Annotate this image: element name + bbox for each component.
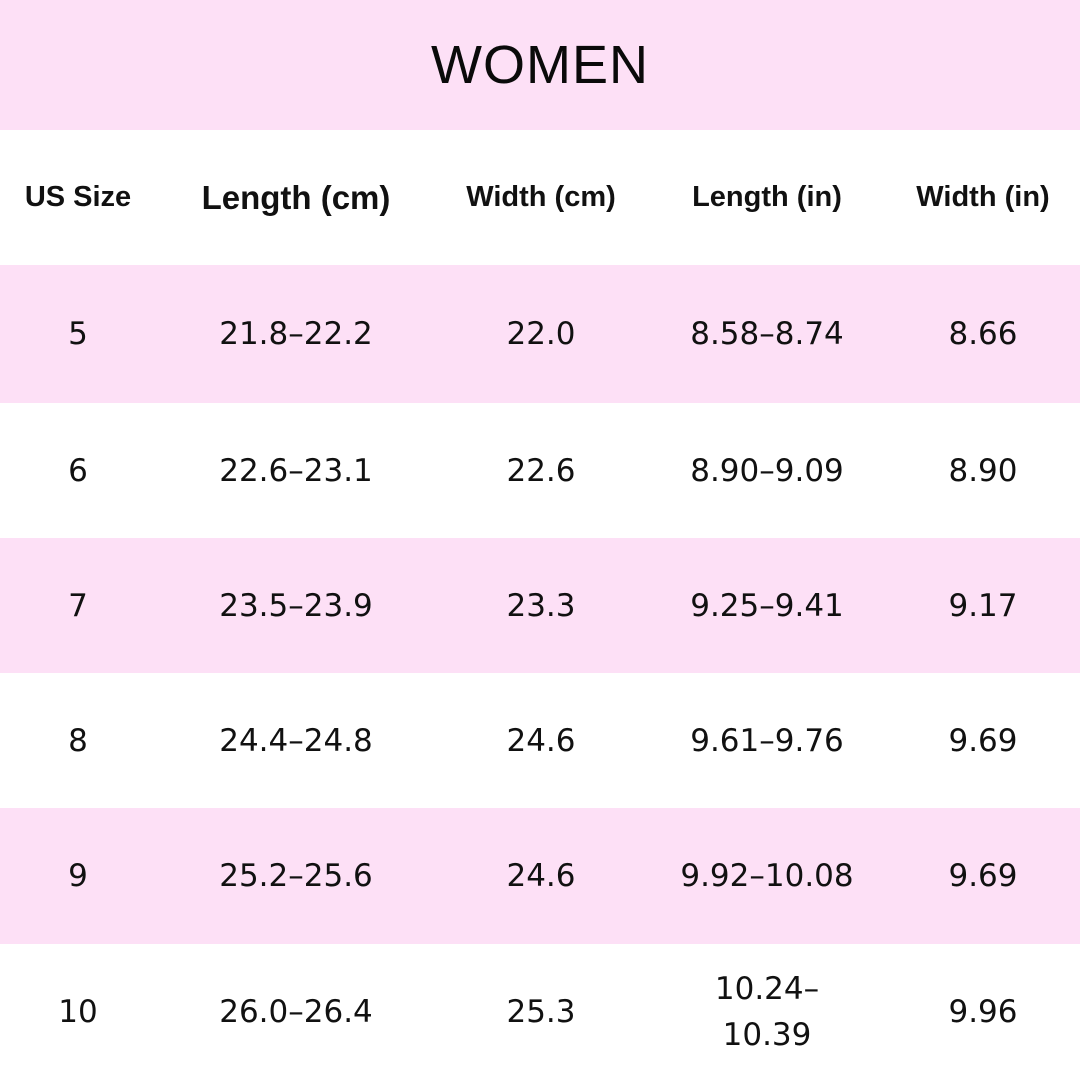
cell-width-in: 9.17 bbox=[948, 587, 1018, 624]
cell-us-size: 8 bbox=[68, 722, 88, 759]
cell-us-size: 9 bbox=[68, 858, 88, 894]
title-banner: WOMEN bbox=[0, 0, 1080, 130]
cell-length-in: 8.58–8.74 bbox=[690, 316, 844, 352]
table-row: 8 24.4–24.8 24.6 9.61–9.76 9.69 bbox=[0, 673, 1080, 808]
table-row: 6 22.6–23.1 22.6 8.90–9.09 8.90 bbox=[0, 403, 1080, 538]
cell-length-cm: 23.5–23.9 bbox=[219, 587, 373, 624]
table-row: 5 21.8–22.2 22.0 8.58–8.74 8.66 bbox=[0, 265, 1080, 403]
cell-us-size: 10 bbox=[58, 994, 98, 1030]
cell-width-in: 9.69 bbox=[948, 858, 1018, 894]
cell-width-cm: 22.0 bbox=[506, 316, 576, 352]
cell-length-cm: 21.8–22.2 bbox=[219, 316, 373, 352]
cell-length-cm: 24.4–24.8 bbox=[219, 722, 373, 759]
cell-width-cm: 23.3 bbox=[506, 587, 576, 624]
cell-width-cm: 24.6 bbox=[506, 858, 576, 894]
table-row: 7 23.5–23.9 23.3 9.25–9.41 9.17 bbox=[0, 538, 1080, 673]
cell-width-in: 9.69 bbox=[948, 722, 1018, 759]
table-header-row: US Size Length (cm) Width (cm) Length (i… bbox=[0, 130, 1080, 265]
header-length-in: Length (in) bbox=[692, 181, 842, 213]
cell-length-cm: 25.2–25.6 bbox=[219, 858, 373, 894]
cell-length-in: 10.24– 10.39 bbox=[714, 971, 820, 1053]
cell-length-in: 9.25–9.41 bbox=[690, 587, 844, 624]
cell-us-size: 6 bbox=[68, 452, 88, 489]
cell-width-in: 9.96 bbox=[948, 994, 1018, 1030]
header-length-cm: Length (cm) bbox=[201, 178, 391, 216]
cell-width-in: 8.66 bbox=[948, 316, 1018, 352]
cell-us-size: 7 bbox=[68, 587, 88, 624]
table-row: 9 25.2–25.6 24.6 9.92–10.08 9.69 bbox=[0, 808, 1080, 944]
header-width-in: Width (in) bbox=[916, 181, 1050, 213]
cell-length-cm: 26.0–26.4 bbox=[219, 994, 373, 1030]
cell-length-cm: 22.6–23.1 bbox=[219, 452, 373, 489]
cell-length-in: 8.90–9.09 bbox=[690, 452, 844, 489]
cell-width-in: 8.90 bbox=[948, 452, 1018, 489]
cell-us-size: 5 bbox=[68, 316, 88, 352]
table-row: 10 26.0–26.4 25.3 10.24– 10.39 9.96 bbox=[0, 944, 1080, 1080]
cell-width-cm: 24.6 bbox=[506, 722, 576, 759]
page-title: WOMEN bbox=[431, 35, 649, 95]
header-us-size: US Size bbox=[24, 181, 132, 213]
header-width-cm: Width (cm) bbox=[466, 181, 616, 213]
cell-width-cm: 25.3 bbox=[506, 994, 576, 1030]
cell-length-in: 9.61–9.76 bbox=[690, 722, 844, 759]
cell-width-cm: 22.6 bbox=[506, 452, 576, 489]
cell-length-in: 9.92–10.08 bbox=[680, 858, 854, 894]
